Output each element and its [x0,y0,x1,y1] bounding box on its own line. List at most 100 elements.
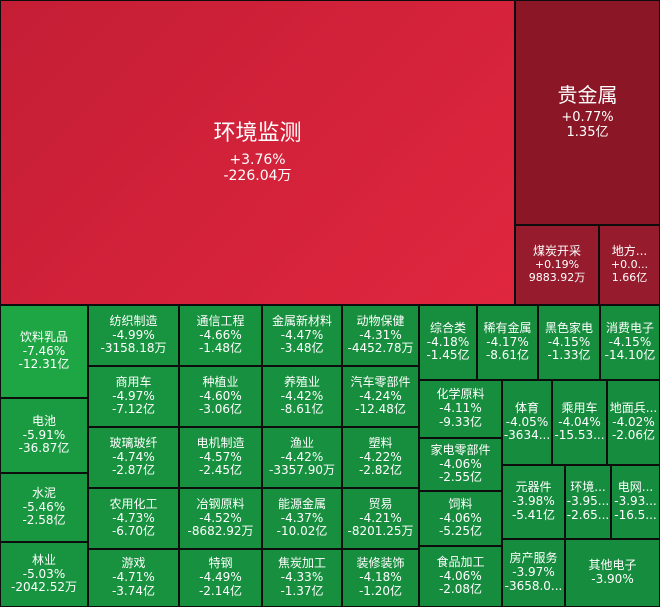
cell-change: -4.42% [280,388,324,403]
treemap-cell[interactable]: 种植业 -4.60% -3.06亿 [179,366,262,427]
cell-value: -8.61亿 [280,402,324,417]
cell-change: -4.18% [426,334,470,349]
treemap-cell[interactable]: 稀有金属 -4.17% -8.61亿 [477,305,538,380]
cell-value: -2.45亿 [198,463,243,478]
cell-change: +0.19% [534,258,580,272]
treemap-cell[interactable]: 贵金属 +0.77% 1.35亿 [515,0,660,225]
cell-name: 煤炭开采 [532,244,581,259]
cell-value: 1.66亿 [611,270,648,284]
treemap-cell[interactable]: 冶钢原料 -4.52% -8682.92万 [179,488,262,549]
treemap-cell[interactable]: 特钢 -4.49% -2.14亿 [179,549,262,607]
cell-name: 纺织制造 [109,313,158,328]
cell-change: -4.66% [199,327,242,342]
cell-value: 1.35亿 [566,125,609,140]
treemap-cell[interactable]: 林业 -5.03% -2042.52万 [0,542,88,607]
cell-name: 汽车零部件 [350,374,411,389]
cell-name: 贵金属 [557,83,618,108]
treemap-cell[interactable]: 电机制造 -4.57% -2.45亿 [179,427,262,488]
cell-name: 贸易 [368,496,393,511]
cell-value: -8201.25万 [347,524,414,539]
cell-change: -4.05% [505,414,549,429]
treemap-cell[interactable]: 环境监测 +3.76% -226.04万 [0,0,515,305]
cell-value: -8682.92万 [187,524,254,539]
treemap-cell[interactable]: 综合类 -4.18% -1.45亿 [419,305,477,380]
cell-name: 乘用车 [561,400,598,415]
treemap-cell[interactable]: 水泥 -5.46% -2.58亿 [0,473,88,542]
cell-change: -4.15% [547,334,591,349]
cell-value: -226.04万 [223,168,292,185]
treemap-cell[interactable]: 煤炭开采 +0.19% 9883.92万 [515,225,599,305]
cell-change: -4.06% [439,568,482,583]
cell-name: 玻璃玻纤 [109,435,158,450]
cell-name: 房产服务 [509,551,558,566]
cell-name: 化学原料 [436,387,485,402]
cell-change: -4.04% [558,414,601,429]
cell-change: -4.47% [280,327,324,342]
treemap-cell[interactable]: 体育 -4.05% -3634... [502,380,552,465]
treemap-cell[interactable]: 动物保健 -4.31% -4452.78万 [342,305,419,366]
cell-change: -3.95... [566,494,610,509]
treemap-cell[interactable]: 其他电子 -3.90% [565,539,660,607]
treemap-cell[interactable]: 化学原料 -4.11% -9.33亿 [419,380,502,438]
treemap-cell[interactable]: 消费电子 -4.15% -14.10亿 [600,305,660,380]
treemap-cell[interactable]: 地方... +0.0... 1.66亿 [599,225,660,305]
treemap-cell[interactable]: 农用化工 -4.73% -6.70亿 [88,488,179,549]
cell-change: -3.93... [614,494,657,509]
cell-value: -36.87亿 [18,441,70,456]
cell-change: -4.22% [359,449,402,464]
cell-value: -2.08亿 [438,582,483,597]
cell-change: -4.60% [199,388,242,403]
cell-name: 通信工程 [196,313,245,328]
treemap-cell[interactable]: 装修装饰 -4.18% -1.20亿 [342,549,419,607]
treemap-cell[interactable]: 电池 -5.91% -36.87亿 [0,398,88,473]
cell-value: -16.5... [614,507,657,522]
treemap-cell[interactable]: 能源金属 -4.37% -10.02亿 [262,488,342,549]
treemap-cell[interactable]: 商用车 -4.97% -7.12亿 [88,366,179,427]
treemap-cell[interactable]: 养殖业 -4.42% -8.61亿 [262,366,342,427]
cell-value: -3.06亿 [198,402,243,417]
cell-value: -7.12亿 [111,402,156,417]
cell-name: 环境... [570,480,606,495]
treemap-cell[interactable]: 饮料乳品 -7.46% -12.31亿 [0,305,88,398]
cell-change: +3.76% [229,152,286,169]
treemap-cell[interactable]: 饲料 -4.06% -5.25亿 [419,491,502,546]
cell-name: 稀有金属 [483,320,532,335]
cell-name: 地方... [611,244,648,259]
cell-change: -5.91% [22,427,66,442]
cell-change: -3.98% [512,494,555,509]
cell-change: -4.02% [612,414,655,429]
cell-value: -1.20亿 [358,583,403,598]
treemap-cell[interactable]: 元器件 -3.98% -5.41亿 [502,465,565,539]
treemap-cell[interactable]: 游戏 -4.71% -3.74亿 [88,549,179,607]
cell-value: -3.48亿 [280,341,324,356]
cell-change: -7.46% [22,343,66,358]
treemap-cell[interactable]: 汽车零部件 -4.24% -12.48亿 [342,366,419,427]
treemap-cell[interactable]: 食品加工 -4.06% -2.08亿 [419,546,502,607]
treemap-cell[interactable]: 环境... -3.95... -2.65... [565,465,611,539]
treemap-cell[interactable]: 焦炭加工 -4.33% -1.37亿 [262,549,342,607]
treemap-cell[interactable]: 地面兵... -4.02% -2.06亿 [607,380,660,465]
cell-name: 冶钢原料 [196,496,245,511]
treemap-cell[interactable]: 黑色家电 -4.15% -1.33亿 [538,305,600,380]
treemap-cell[interactable]: 房产服务 -3.97% -3658.0... [502,539,565,607]
treemap-cell[interactable]: 纺织制造 -4.99% -3158.18万 [88,305,179,366]
cell-value: -2.14亿 [198,583,243,598]
cell-value: -14.10亿 [604,348,656,363]
treemap-cell[interactable]: 家电零部件 -4.06% -2.55亿 [419,438,502,491]
cell-value: -3634... [503,428,551,443]
cell-name: 元器件 [515,480,552,495]
treemap-cell[interactable]: 乘用车 -4.04% -15.53... [552,380,607,465]
cell-name: 消费电子 [605,320,654,335]
treemap-cell[interactable]: 电网... -3.93... -16.5... [611,465,660,539]
treemap-cell[interactable]: 通信工程 -4.66% -1.48亿 [179,305,262,366]
cell-value: -2042.52万 [11,580,77,595]
cell-value: -2.82亿 [358,463,403,478]
treemap-cell[interactable]: 贸易 -4.21% -8201.25万 [342,488,419,549]
treemap-cell[interactable]: 塑料 -4.22% -2.82亿 [342,427,419,488]
cell-change: -4.18% [359,570,402,585]
treemap-cell[interactable]: 玻璃玻纤 -4.74% -2.87亿 [88,427,179,488]
treemap-cell[interactable]: 金属新材料 -4.47% -3.48亿 [262,305,342,366]
cell-value: -1.37亿 [280,583,324,598]
treemap-cell[interactable]: 渔业 -4.42% -3357.90万 [262,427,342,488]
cell-name: 饲料 [448,496,473,511]
